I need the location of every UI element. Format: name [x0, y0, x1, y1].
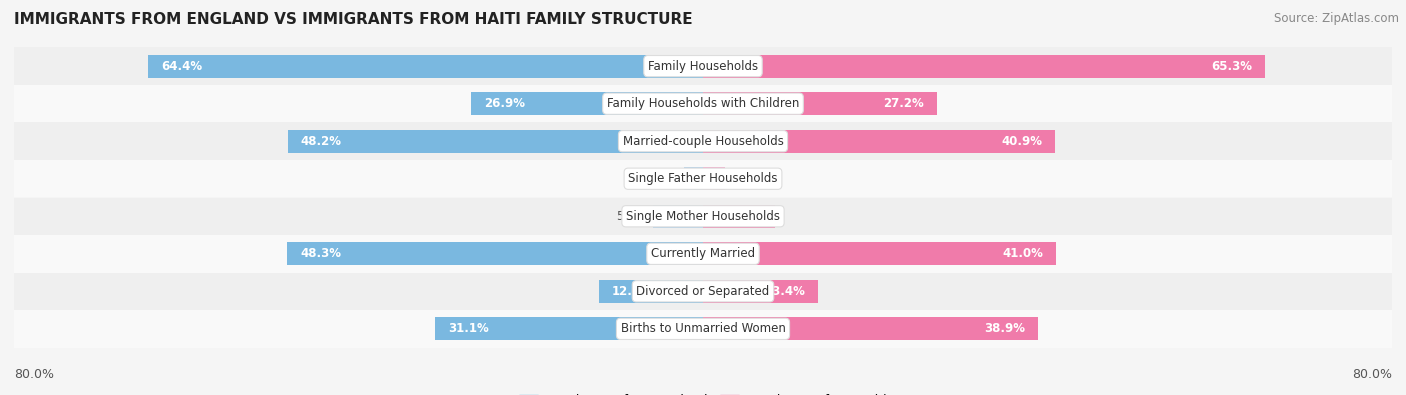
- Text: 2.2%: 2.2%: [647, 172, 678, 185]
- Bar: [14, 235, 1392, 273]
- Bar: [14, 310, 1392, 348]
- Bar: [703, 205, 775, 228]
- Text: 65.3%: 65.3%: [1212, 60, 1253, 73]
- Text: 26.9%: 26.9%: [484, 97, 526, 110]
- Bar: [14, 122, 1392, 160]
- Bar: [599, 280, 703, 303]
- Bar: [685, 167, 703, 190]
- Bar: [436, 317, 703, 340]
- Legend: Immigrants from England, Immigrants from Haiti: Immigrants from England, Immigrants from…: [519, 394, 887, 395]
- Bar: [703, 242, 1056, 265]
- Text: Married-couple Households: Married-couple Households: [623, 135, 783, 148]
- Text: 48.2%: 48.2%: [301, 135, 342, 148]
- Bar: [703, 55, 1265, 78]
- Text: 48.3%: 48.3%: [299, 247, 342, 260]
- Text: Source: ZipAtlas.com: Source: ZipAtlas.com: [1274, 12, 1399, 25]
- Text: 27.2%: 27.2%: [883, 97, 924, 110]
- Bar: [14, 198, 1392, 235]
- Bar: [471, 92, 703, 115]
- Text: IMMIGRANTS FROM ENGLAND VS IMMIGRANTS FROM HAITI FAMILY STRUCTURE: IMMIGRANTS FROM ENGLAND VS IMMIGRANTS FR…: [14, 12, 693, 27]
- Text: 13.4%: 13.4%: [765, 285, 806, 298]
- Text: Single Father Households: Single Father Households: [628, 172, 778, 185]
- Bar: [14, 160, 1392, 198]
- Text: 41.0%: 41.0%: [1002, 247, 1043, 260]
- Text: 8.4%: 8.4%: [730, 210, 762, 223]
- Text: 5.8%: 5.8%: [617, 210, 647, 223]
- Bar: [288, 130, 703, 153]
- Text: 80.0%: 80.0%: [1353, 368, 1392, 381]
- Text: Family Households: Family Households: [648, 60, 758, 73]
- Text: 40.9%: 40.9%: [1001, 135, 1042, 148]
- Text: 64.4%: 64.4%: [162, 60, 202, 73]
- Text: Currently Married: Currently Married: [651, 247, 755, 260]
- Text: 2.6%: 2.6%: [733, 172, 762, 185]
- Text: 31.1%: 31.1%: [449, 322, 489, 335]
- Bar: [703, 92, 938, 115]
- Bar: [703, 317, 1038, 340]
- Text: 80.0%: 80.0%: [14, 368, 53, 381]
- Text: Divorced or Separated: Divorced or Separated: [637, 285, 769, 298]
- Bar: [703, 130, 1056, 153]
- Text: Single Mother Households: Single Mother Households: [626, 210, 780, 223]
- Text: 12.1%: 12.1%: [612, 285, 652, 298]
- Bar: [703, 167, 725, 190]
- Bar: [287, 242, 703, 265]
- Bar: [14, 47, 1392, 85]
- Text: Family Households with Children: Family Households with Children: [607, 97, 799, 110]
- Text: Births to Unmarried Women: Births to Unmarried Women: [620, 322, 786, 335]
- Bar: [652, 205, 703, 228]
- Bar: [703, 280, 818, 303]
- Bar: [14, 85, 1392, 122]
- Text: 38.9%: 38.9%: [984, 322, 1025, 335]
- Bar: [14, 273, 1392, 310]
- Bar: [149, 55, 703, 78]
